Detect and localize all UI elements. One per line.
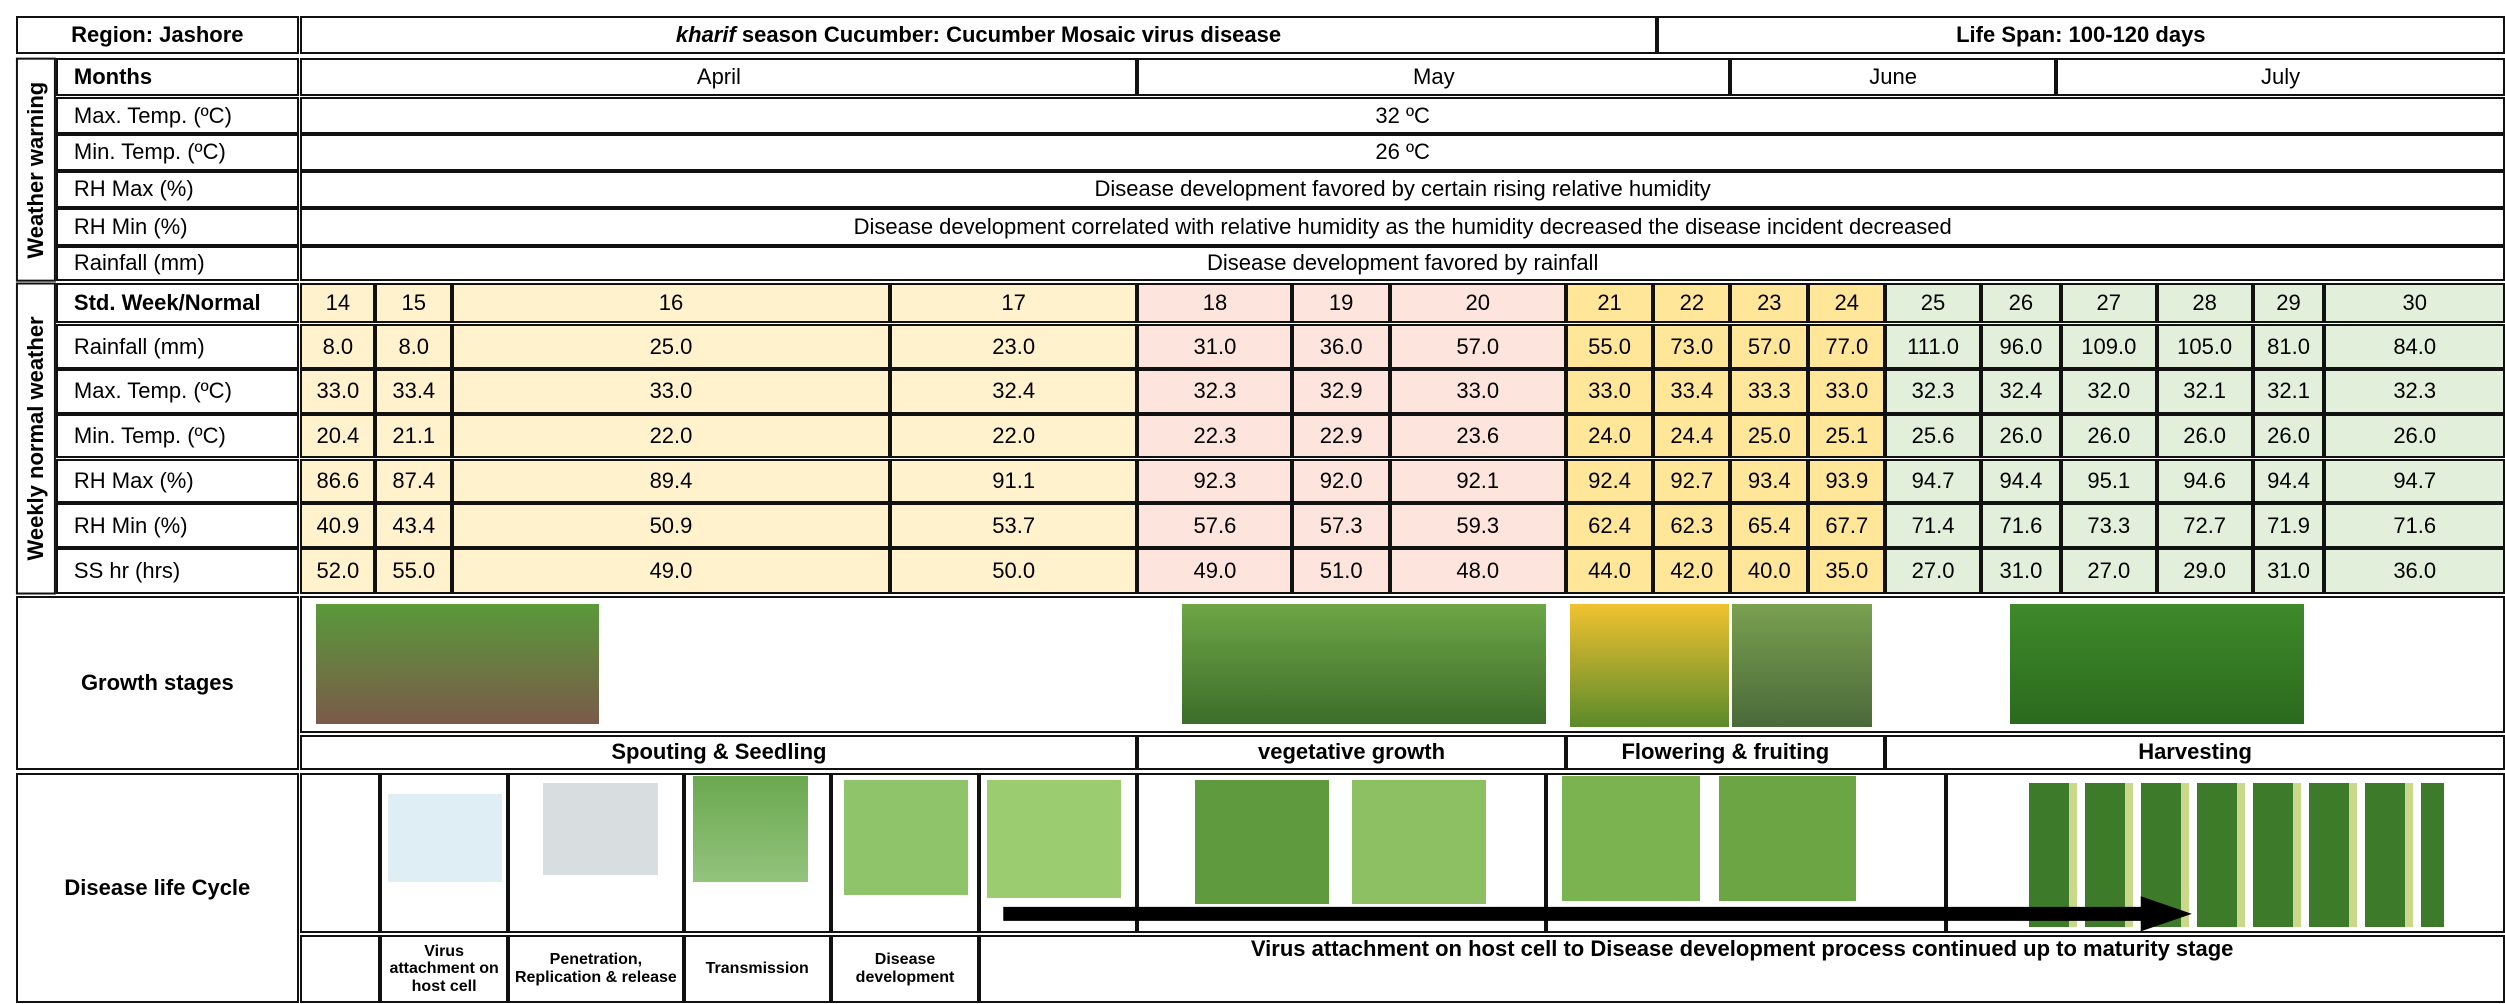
page: {"header":{"region":"Region: Jashore","t… xyxy=(0,0,2505,1004)
arrow xyxy=(0,0,2505,1004)
arrow-head xyxy=(2141,896,2192,931)
